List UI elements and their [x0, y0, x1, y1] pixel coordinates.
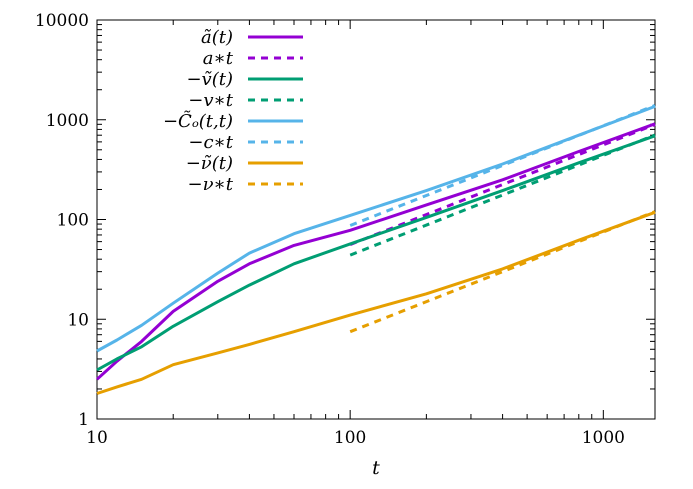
- x-axis-label: t: [372, 457, 380, 479]
- legend-label: −c∗t: [188, 132, 233, 153]
- legend-label: −v∗t: [188, 90, 233, 111]
- series-line-5: [349, 104, 656, 227]
- legend-label: −ṽ(t): [186, 69, 233, 90]
- x-tick-label: 10: [86, 428, 108, 448]
- y-tick-label: 1: [78, 410, 89, 430]
- x-tick-label: 1000: [582, 428, 625, 448]
- series-line-4: [96, 104, 656, 353]
- series-line-2: [96, 134, 656, 372]
- legend: ã(t)a∗t−ṽ(t)−v∗t−C̃ₒ(t,t)−c∗t−ν̃(t)−ν∗t: [163, 27, 303, 195]
- legend-label: −C̃ₒ(t,t): [163, 110, 233, 132]
- plot-frame: [96, 19, 656, 420]
- legend-label: ã(t): [201, 27, 233, 48]
- legend-label: −ν̃(t): [186, 153, 233, 174]
- series-line-3: [349, 133, 656, 257]
- series-line-7: [349, 210, 656, 334]
- x-tick-label: 100: [334, 428, 366, 448]
- series-line-1: [349, 123, 656, 246]
- y-tick-label: 100: [57, 211, 89, 231]
- legend-label: a∗t: [203, 48, 234, 69]
- series-lines: [95, 104, 656, 395]
- series-line-0: [95, 122, 656, 381]
- y-tick-label: 1000: [46, 111, 89, 131]
- y-tick-label: 10: [67, 310, 89, 330]
- legend-label: −ν∗t: [188, 174, 234, 195]
- series-line-6: [96, 210, 656, 395]
- y-tick-label: 10000: [35, 11, 89, 31]
